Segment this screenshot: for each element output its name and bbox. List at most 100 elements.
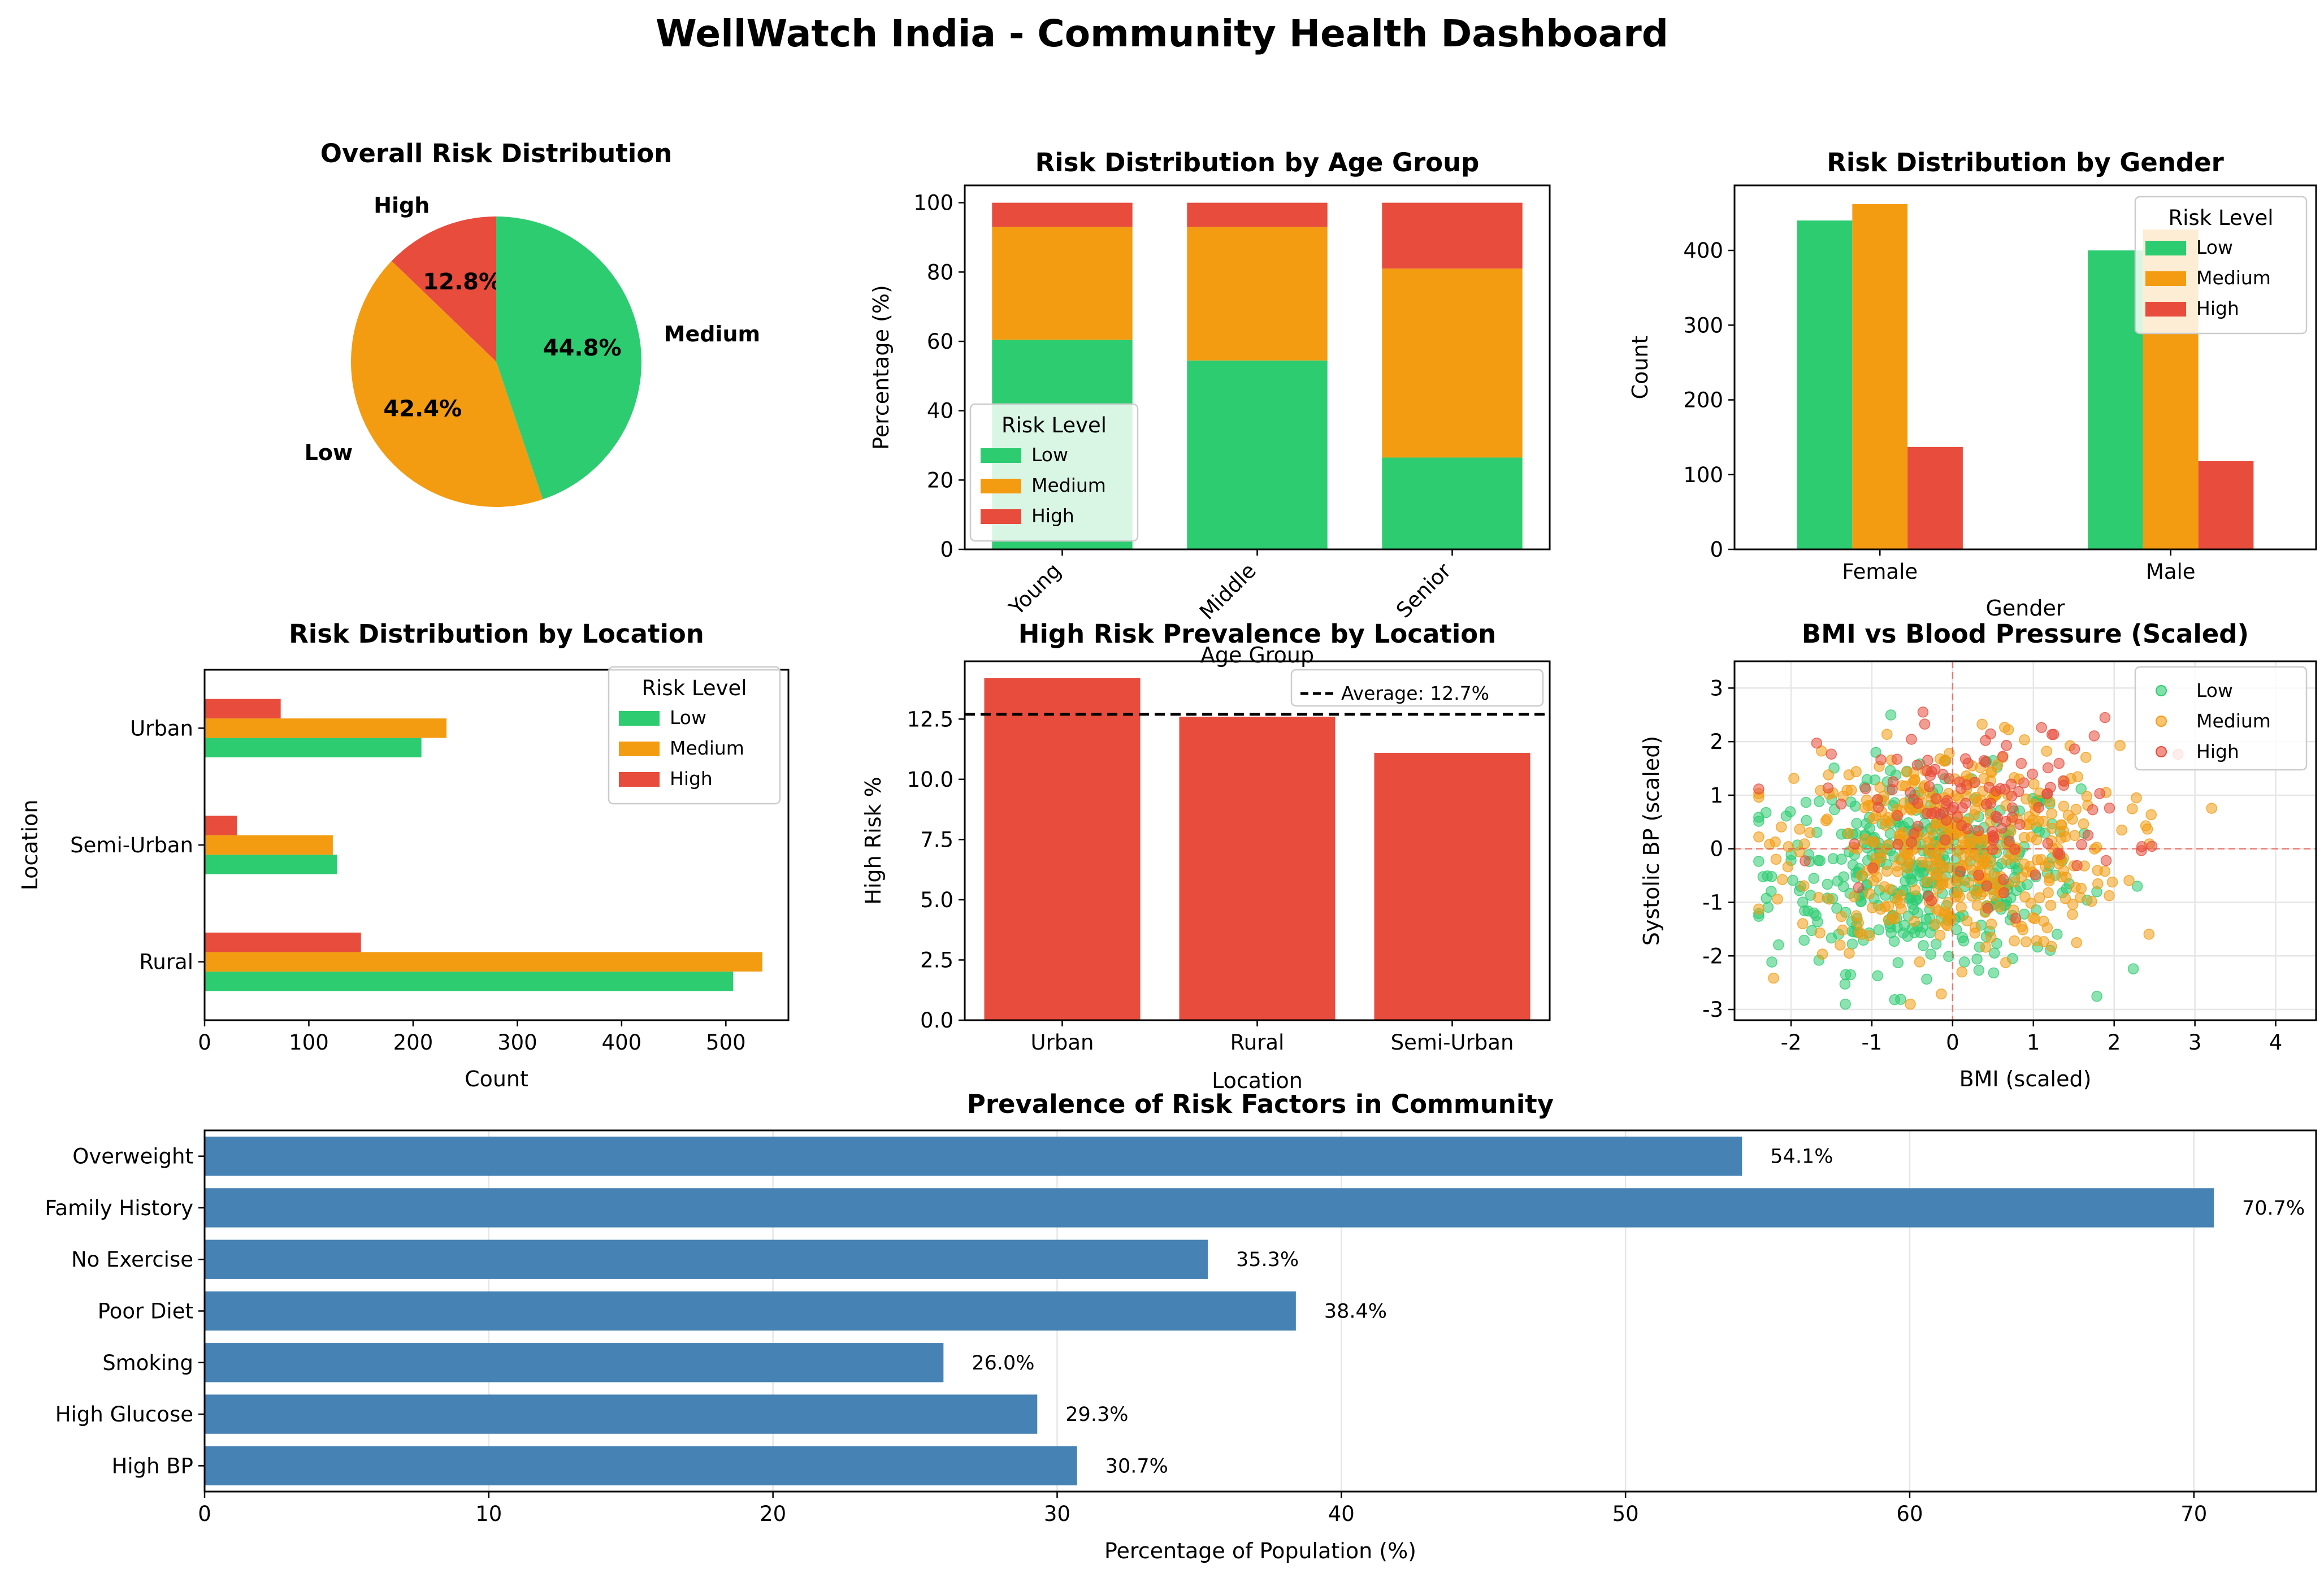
scatter-point-medium (1782, 861, 1794, 873)
scatter-point-low (1885, 709, 1897, 721)
scatter-point-high (1919, 718, 1931, 730)
scatter-point-low (2052, 929, 2063, 940)
scatter-point-medium (1963, 877, 1975, 888)
legend-marker (2145, 302, 2186, 317)
scatter-point-high (1980, 756, 1991, 768)
scatter-point-high (1822, 782, 1834, 794)
scatter-point-medium (1797, 918, 1809, 930)
scatter-point-high (2006, 802, 2018, 814)
scatter-point-low (1957, 932, 1969, 943)
scatter-point-medium (1927, 824, 1939, 836)
scatter-point-medium (1956, 966, 1968, 978)
scatter-point-low (1762, 901, 1774, 913)
scatter-point-high (2136, 845, 2147, 856)
bar-medium-senior (1382, 268, 1523, 458)
x-tick-label: Urban (1031, 1030, 1094, 1055)
y-axis-label: Count (1628, 336, 1653, 400)
x-tick-label: 0 (198, 1030, 211, 1055)
x-tick-label: Female (1842, 560, 1918, 584)
scatter-point-low (1808, 907, 1820, 919)
scatter-point-medium (1970, 922, 1981, 933)
legend-label: Low (2196, 679, 2233, 701)
scatter-point-medium (2031, 854, 2043, 865)
y-tick-label: 60 (927, 330, 953, 354)
scatter-point-medium (1822, 813, 1833, 825)
bar-high-senior (1382, 202, 1523, 269)
scatter-point-high (2004, 835, 2015, 847)
scatter-point-medium (2123, 875, 2135, 886)
scatter-point-medium (1985, 931, 1997, 943)
bar-medium-middle (1187, 227, 1328, 361)
scatter-point-high (2088, 730, 2100, 742)
scatter-point-medium (1887, 911, 1899, 922)
scatter-point-low (1753, 812, 1764, 823)
scatter-point-high (2015, 757, 2027, 769)
scatter-point-high (1826, 748, 1837, 760)
bar-smoking (205, 1343, 944, 1382)
scatter-point-high (2076, 839, 2087, 850)
scatter-point-high (1911, 759, 1923, 771)
scatter-point-high (2042, 762, 2054, 774)
scatter-point-medium (1772, 893, 1783, 905)
x-tick-label: 500 (706, 1030, 746, 1055)
scatter-point-medium (2018, 859, 2030, 870)
x-tick-label: 100 (289, 1030, 329, 1055)
scatter-point-low (1989, 947, 2000, 959)
x-tick-label: 30 (1044, 1502, 1070, 1526)
scatter-point-low (1851, 818, 1862, 829)
scatter-point-medium (1880, 820, 1892, 831)
x-tick-label: 3 (2188, 1030, 2202, 1055)
scatter-point-medium (1848, 891, 1860, 903)
scatter-point-high (2001, 740, 2012, 751)
scatter-point-low (2091, 991, 2102, 1002)
scatter-point-medium (2029, 913, 2041, 925)
scatter-point-medium (1902, 848, 1914, 860)
location-horizontal-bar-chart: Risk Distribution by Location 0 100 200 300 4… (18, 619, 790, 1091)
scatter-point-high (1997, 751, 2009, 762)
scatter-point-high (2014, 818, 2026, 830)
bar-low-semi-urban (205, 855, 337, 874)
scatter-point-medium (1944, 748, 1955, 759)
scatter-point-medium (1958, 851, 1969, 862)
scatter-point-high (1973, 869, 1984, 881)
y-tick-label: High BP (112, 1454, 194, 1478)
bar-poor-diet (205, 1291, 1296, 1331)
scatter-point-medium (1814, 927, 1826, 939)
legend-label: Medium (670, 737, 744, 759)
y-tick-label: 100 (913, 191, 953, 215)
panel-title: Risk Distribution by Location (289, 619, 704, 649)
scatter-point-high (2036, 722, 2047, 734)
x-axis-label: Gender (1985, 596, 2065, 621)
scatter-point-medium (2071, 937, 2082, 948)
scatter-point-high (1906, 734, 1917, 745)
scatter-point-medium (1954, 891, 1966, 903)
x-tick-label: 0 (198, 1502, 211, 1526)
scatter-point-medium (2114, 740, 2126, 751)
scatter-point-medium (1966, 890, 1978, 902)
scatter-point-low (2061, 883, 2072, 895)
y-tick-label: Rural (139, 950, 193, 974)
scatter-point-low (1925, 948, 1937, 960)
pie-category-label: Medium (664, 322, 760, 346)
scatter-point-high (1981, 880, 1992, 892)
pie-pct-label: 44.8% (543, 335, 622, 361)
bar-value-label: 35.3% (1236, 1249, 1299, 1271)
scatter-point-high (1892, 838, 1904, 850)
y-tick-label: Overweight (72, 1145, 193, 1169)
scatter-point-high (2030, 869, 2041, 881)
scatter-point-medium (2020, 936, 2032, 948)
scatter-point-medium (2070, 882, 2081, 893)
scatter-point-medium (1776, 821, 1787, 833)
panel-title: Risk Distribution by Gender (1827, 148, 2224, 177)
scatter-point-high (1980, 735, 1991, 746)
y-tick-label: -2 (1702, 944, 1723, 968)
scatter-point-low (1971, 953, 1983, 965)
legend-marker (2156, 685, 2167, 696)
legend-label: Medium (2196, 710, 2271, 732)
scatter-point-high (2042, 838, 2054, 849)
legend-box (2134, 666, 2308, 771)
scatter-point-high (2033, 801, 2044, 813)
scatter-point-high (1985, 797, 1997, 809)
scatter-point-low (1958, 956, 1970, 968)
legend-marker (981, 448, 1021, 463)
